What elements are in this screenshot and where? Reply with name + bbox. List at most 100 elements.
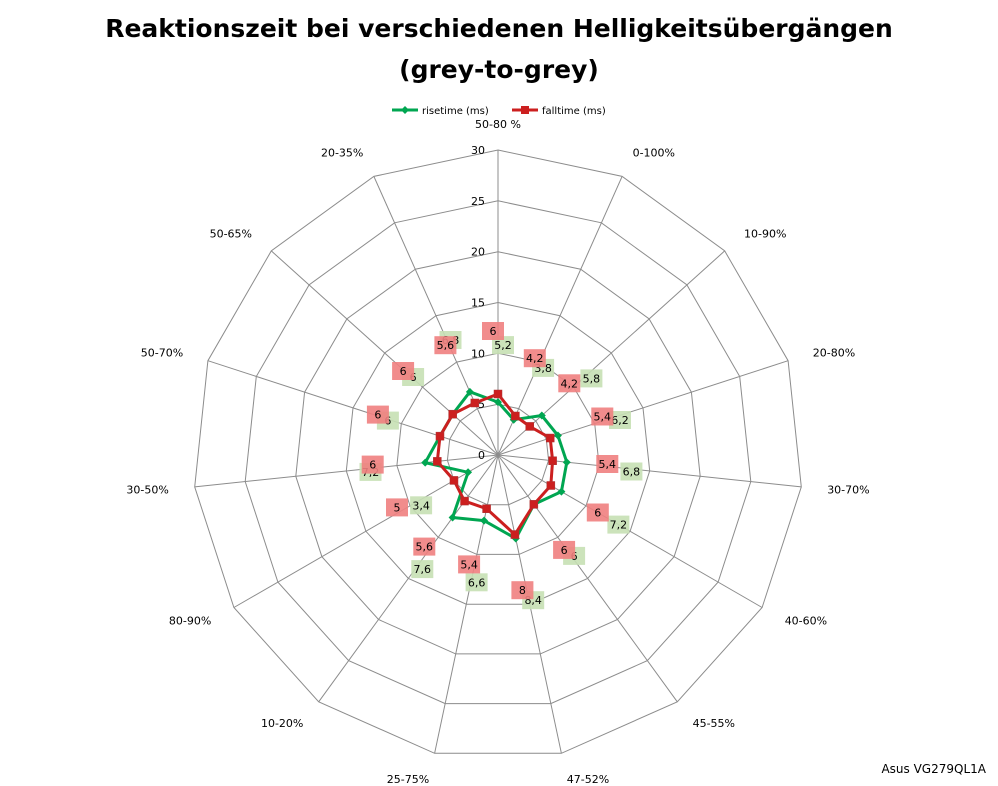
series-1-point — [553, 431, 562, 440]
data-label: 6 — [400, 365, 407, 378]
chart-subtitle: (grey-to-grey) — [399, 55, 599, 84]
series-1-point — [421, 458, 430, 467]
data-label: 5,2 — [494, 339, 512, 352]
data-label: 5 — [394, 501, 401, 514]
data-label: 7,6 — [414, 563, 432, 576]
data-label: 8 — [519, 584, 526, 597]
series-2-point — [493, 389, 503, 399]
series-2-point — [470, 398, 480, 408]
data-label-bg — [511, 581, 534, 600]
data-label: 5,6 — [416, 541, 434, 554]
data-label-bg — [386, 498, 408, 517]
grid-ring-3 — [345, 301, 651, 605]
data-label-bg — [558, 374, 581, 393]
series-2-point — [546, 481, 556, 490]
data-label: 6 — [561, 544, 568, 557]
spoke-13 — [207, 360, 499, 456]
grid-ring-6 — [194, 149, 802, 754]
series-1-point — [464, 468, 473, 477]
watermark: Asus VG279QL1A — [881, 762, 986, 776]
data-label: 6 — [369, 459, 376, 472]
data-label: 6,6 — [468, 576, 486, 589]
data-label: 6 — [594, 507, 601, 520]
data-label: 4,2 — [561, 377, 579, 390]
axis-label: 40-60% — [785, 615, 827, 628]
series-2-point — [511, 411, 520, 421]
series-layer — [421, 387, 571, 543]
axis-label: 10-20% — [261, 717, 303, 730]
data-label-bg — [553, 540, 576, 559]
axis-label: 30-70% — [827, 484, 869, 497]
radar-grid — [194, 149, 802, 754]
data-label: 4,2 — [526, 352, 544, 365]
data-label-bg — [361, 455, 384, 474]
data-label: 5,4 — [599, 458, 617, 471]
tick-label: 5 — [478, 398, 485, 411]
data-label: 6 — [490, 325, 497, 338]
chart-title-line1: Reaktionszeit bei verschiedenen Helligke… — [105, 14, 893, 43]
data-label-bg — [492, 336, 514, 355]
data-label-bg — [465, 573, 488, 592]
tick-label: 20 — [471, 246, 485, 259]
grid-ring-2 — [396, 352, 600, 555]
data-label-bg — [410, 496, 433, 515]
series-1-point — [480, 516, 489, 525]
data-label-bg — [620, 462, 643, 481]
series-1-point — [494, 398, 502, 407]
data-label-bg — [609, 411, 631, 429]
data-label-bg — [482, 322, 504, 340]
series-1-point — [557, 487, 566, 496]
grid-ring-5 — [244, 200, 752, 705]
series-1-point — [448, 513, 457, 522]
axis-labels: 50-80 % 0-100% 10-90% 20-80% 30-70% 40-60% 45-… — [126, 118, 869, 786]
axis-label: 80-90% — [169, 615, 211, 628]
data-label-bg — [366, 405, 389, 424]
spoke-6 — [497, 454, 763, 608]
tick-label: 0 — [478, 449, 485, 462]
data-label-bg — [596, 455, 619, 473]
spoke-3 — [497, 250, 726, 456]
series-2-point — [433, 457, 442, 466]
spoke-10 — [318, 454, 499, 703]
axis-label: 25-75% — [387, 773, 429, 786]
series-1-point — [562, 458, 571, 467]
data-label: 6 — [374, 409, 381, 422]
series-2-point — [482, 504, 491, 513]
spoke-12 — [194, 454, 499, 488]
data-label-bg — [413, 537, 436, 556]
data-label-bg — [580, 369, 603, 388]
series-2-point — [529, 500, 539, 509]
axis-label: 0-100% — [633, 147, 675, 160]
data-label: 5,4 — [460, 558, 478, 571]
data-label: 6,8 — [623, 466, 641, 479]
data-label: 5,6 — [437, 339, 455, 352]
spoke-2 — [497, 176, 623, 456]
data-label: 5,8 — [583, 372, 601, 385]
series-2-point — [545, 433, 555, 443]
axis-label: 30-50% — [126, 484, 168, 497]
legend-label-1: risetime (ms) — [422, 106, 489, 117]
data-label-bg — [411, 560, 434, 579]
grid-ring-1 — [446, 403, 550, 506]
tick-labels: 0 5 10 15 20 25 30 — [471, 144, 485, 462]
data-label-bg — [607, 515, 630, 534]
legend-marker-1 — [401, 106, 409, 114]
series-1-point — [537, 411, 546, 420]
chart-title: Reaktionszeit bei verschiedenen Helligke… — [0, 8, 998, 90]
series-2-point — [460, 496, 469, 506]
legend-label-2: falltime (ms) — [542, 106, 606, 117]
data-label: 5,4 — [594, 411, 612, 424]
axis-label: 45-55% — [693, 717, 735, 730]
tick-label: 10 — [471, 347, 485, 360]
series-2-point — [448, 409, 457, 419]
axis-label: 50-80 % — [475, 118, 521, 131]
spoke-15 — [373, 176, 499, 456]
data-label-bg — [523, 349, 546, 368]
spoke-14 — [270, 250, 499, 456]
axis-label: 20-80% — [813, 347, 855, 360]
data-labels: 5,23,85,86,26,87,268,46,67,63,47,2666,86… — [359, 322, 643, 610]
data-label: 7,2 — [610, 519, 628, 532]
spoke-5 — [497, 454, 802, 488]
data-label-bg — [392, 362, 415, 380]
